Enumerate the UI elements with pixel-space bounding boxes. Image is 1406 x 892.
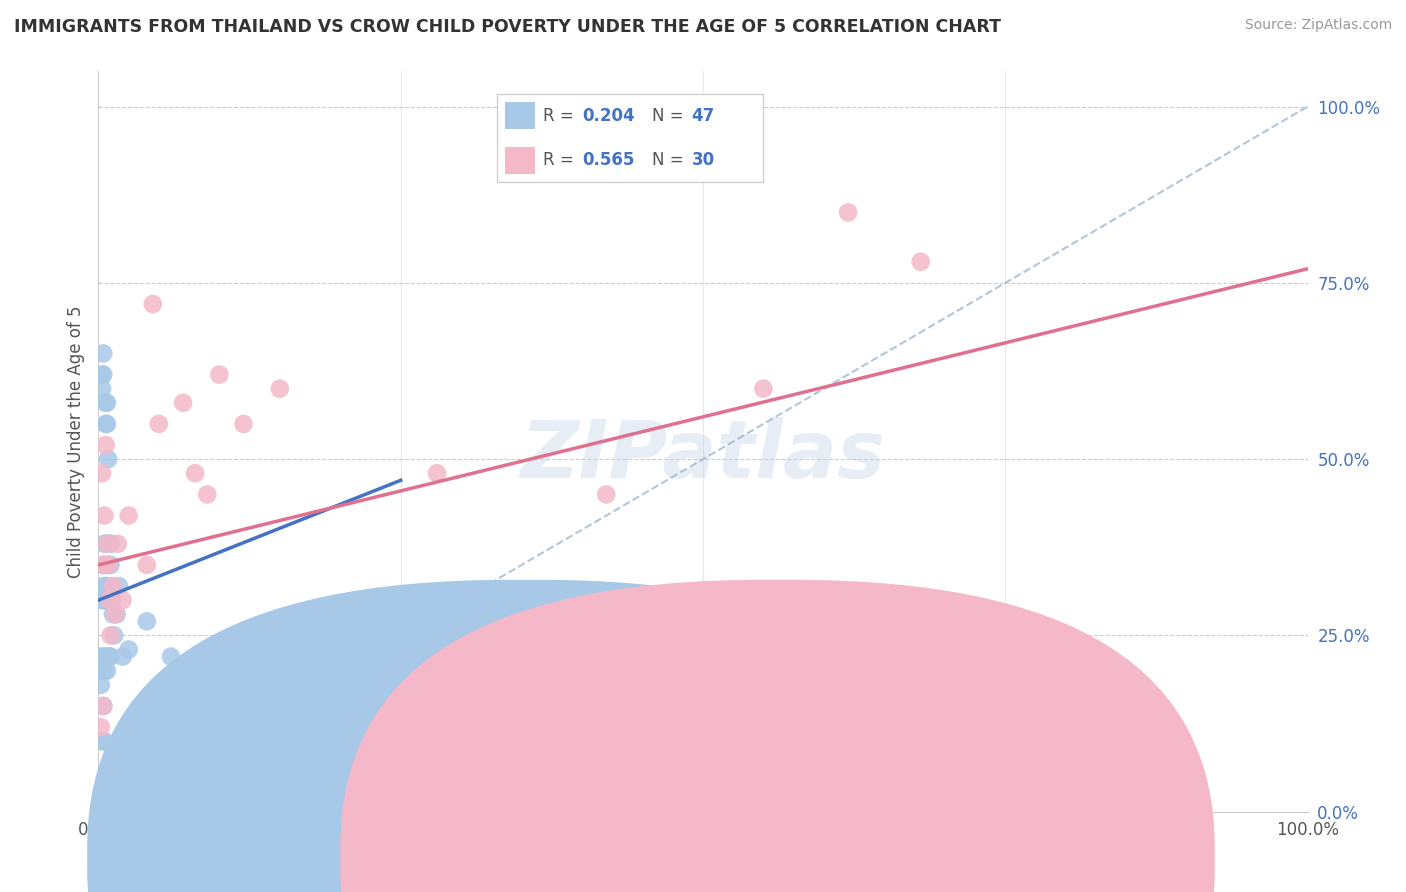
Point [208,368,231,382]
Point [105,607,128,622]
Point [269,382,291,396]
Point [195,487,218,501]
Point [837,205,859,219]
Point [96,537,118,551]
Point [135,558,157,572]
Point [93,734,115,748]
Point [100,537,122,551]
Point [98,649,121,664]
Point [104,607,127,622]
Point [89,769,111,783]
Point [91,579,114,593]
Text: Crow: Crow [799,850,841,868]
Point [93,593,115,607]
Point [93,558,115,572]
Point [96,396,118,410]
Point [96,417,118,431]
Point [97,558,120,572]
Point [100,593,122,607]
Text: ZIPatlas: ZIPatlas [520,417,886,495]
Point [91,382,114,396]
Point [90,720,112,734]
Point [172,396,194,410]
Text: Immigrants from Thailand: Immigrants from Thailand [546,850,761,868]
Point [96,664,118,678]
Point [90,649,112,664]
Point [94,649,117,664]
Point [100,649,122,664]
Point [100,628,122,642]
Point [195,698,218,713]
Point [148,417,170,431]
Point [107,537,129,551]
Point [100,558,122,572]
Point [93,649,115,664]
Point [595,487,617,501]
Point [97,649,120,664]
Point [96,537,118,551]
Point [94,593,117,607]
Point [91,467,114,481]
Point [91,346,114,360]
Point [101,607,124,622]
Point [135,615,157,629]
Point [94,417,117,431]
Point [93,508,115,523]
Point [93,537,115,551]
Point [752,382,775,396]
Text: IMMIGRANTS FROM THAILAND VS CROW CHILD POVERTY UNDER THE AGE OF 5 CORRELATION CH: IMMIGRANTS FROM THAILAND VS CROW CHILD P… [14,18,1001,36]
Point [142,297,165,311]
Point [94,396,117,410]
Point [91,698,114,713]
Point [97,452,120,467]
Point [98,537,121,551]
Point [93,664,115,678]
Y-axis label: Child Poverty Under the Age of 5: Child Poverty Under the Age of 5 [66,305,84,578]
Point [426,467,449,481]
Point [91,368,114,382]
Point [97,558,120,572]
Point [100,593,122,607]
Point [89,769,111,783]
Point [96,579,118,593]
Point [111,649,134,664]
Point [118,508,141,523]
Point [90,678,112,692]
Point [184,467,207,481]
Point [232,417,254,431]
Text: Source: ZipAtlas.com: Source: ZipAtlas.com [1244,18,1392,32]
Point [91,558,114,572]
Point [111,593,134,607]
Point [103,628,125,642]
Point [98,593,121,607]
Point [160,649,183,664]
Point [94,438,117,452]
Point [90,664,112,678]
Point [91,698,114,713]
Point [91,734,114,748]
Point [118,642,141,657]
Point [91,593,114,607]
Point [91,558,114,572]
Point [108,579,131,593]
Point [910,254,932,268]
Point [91,368,114,382]
Point [101,579,124,593]
